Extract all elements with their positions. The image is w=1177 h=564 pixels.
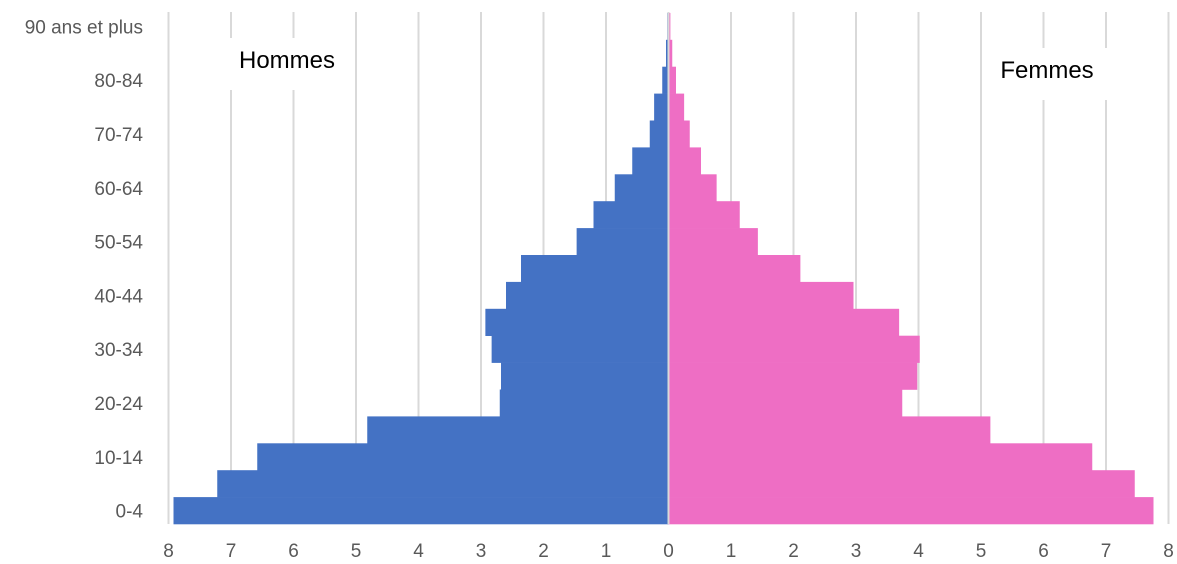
y-tick-label: 10-14 [94,448,143,469]
y-tick-label: 40-44 [94,286,143,307]
bar-hommes-85-89 [666,39,669,67]
bars-femmes [668,12,1154,525]
bar-femmes-25-29 [668,362,918,390]
x-tick-label: 7 [1101,541,1112,562]
bar-hommes-80-84 [662,66,669,94]
bar-femmes-50-54 [668,228,758,256]
bar-hommes-25-29 [501,362,669,390]
x-tick-labels: 8 7 6 5 4 3 2 1 0 1 2 3 4 5 6 7 8 [163,541,1174,562]
x-tick-label: 1 [601,541,612,562]
bar-hommes-30-34 [491,335,669,363]
bar-hommes-15-19 [367,416,669,444]
x-tick-label: 6 [288,541,299,562]
y-tick-label: 0-4 [116,502,144,523]
y-tick-label: 50-54 [94,233,143,254]
bar-femmes-20-24 [668,389,903,417]
bar-femmes-40-44 [668,281,854,310]
x-tick-label: 8 [163,541,174,562]
bar-femmes-45-49 [668,255,801,283]
x-tick-label: 4 [413,541,424,562]
bar-femmes-5-9 [668,470,1135,498]
bar-hommes-45-49 [521,255,669,283]
bar-hommes-40-44 [506,281,669,310]
x-tick-label: 2 [788,541,799,562]
bar-femmes-0-4 [668,497,1154,525]
y-tick-label: 70-74 [94,125,143,146]
x-tick-label: 0 [663,541,674,562]
bars-hommes [173,12,669,525]
bar-femmes-35-39 [668,308,900,336]
y-tick-label: 30-34 [94,340,143,361]
bar-femmes-15-19 [668,416,991,444]
series-labels: Hommes Femmes [239,47,1094,84]
y-tick-label: 80-84 [94,71,143,92]
x-tick-label: 3 [476,541,487,562]
bar-femmes-75-79 [668,93,685,121]
bar-hommes-50-54 [576,228,669,256]
bar-hommes-0-4 [173,497,669,525]
bar-hommes-10-14 [257,443,669,471]
x-tick-label: 5 [351,541,362,562]
bar-femmes-85-89 [668,39,673,67]
y-tick-labels: 0-4 10-14 20-24 30-34 40-44 50-54 60-64 70-74 80… [25,17,144,522]
y-tick-label: 60-64 [94,179,143,200]
x-tick-label: 2 [538,541,549,562]
bar-femmes-10-14 [668,443,1093,471]
x-tick-label: 3 [851,541,862,562]
x-tick-label: 7 [226,541,237,562]
bar-femmes-70-74 [668,120,690,148]
bar-hommes-65-69 [632,147,669,175]
bar-femmes-55-59 [668,201,740,229]
bar-hommes-55-59 [593,201,669,229]
x-tick-label: 5 [976,541,987,562]
bar-femmes-80-84 [668,66,676,94]
series-label-left: Hommes [239,47,335,74]
bar-hommes-75-79 [654,93,669,121]
x-tick-label: 4 [913,541,924,562]
bar-hommes-60-64 [614,174,669,202]
series-label-right: Femmes [1000,57,1093,84]
bar-hommes-35-39 [485,308,669,336]
bar-hommes-70-74 [649,120,669,148]
bar-femmes-30-34 [668,335,920,363]
x-tick-label: 1 [726,541,737,562]
y-tick-label: 90 ans et plus [25,17,143,38]
bar-femmes-60-64 [668,174,717,202]
bar-hommes-5-9 [217,470,669,498]
x-tick-label: 8 [1163,541,1174,562]
x-tick-label: 6 [1038,541,1049,562]
bar-femmes-65-69 [668,147,701,175]
bar-hommes-20-24 [499,389,669,417]
y-tick-label: 20-24 [94,394,143,415]
